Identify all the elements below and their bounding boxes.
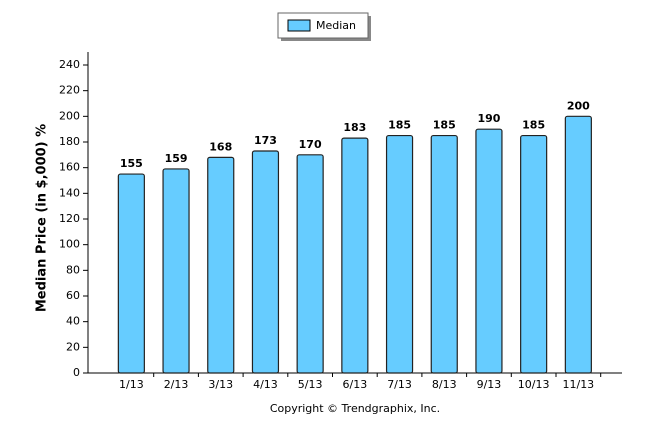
x-tick-label: 5/13 [298, 378, 323, 391]
bar [207, 156, 235, 374]
bar [430, 134, 458, 374]
copyright: Copyright © Trendgraphix, Inc. [270, 402, 440, 415]
data-label: 159 [165, 152, 188, 165]
legend-swatch [287, 19, 311, 32]
x-tick-label: 9/13 [477, 378, 502, 391]
y-tick-label: 160 [59, 161, 80, 174]
data-label: 185 [388, 119, 411, 132]
bar [520, 134, 548, 374]
y-tick-label: 120 [59, 212, 80, 225]
y-tick-label: 240 [59, 58, 80, 71]
x-tick-label: 8/13 [432, 378, 457, 391]
bar [117, 173, 145, 374]
data-label: 168 [209, 140, 232, 153]
y-tick-label: 20 [66, 340, 80, 353]
bar [251, 150, 280, 374]
bar [385, 134, 414, 374]
y-tick-label: 40 [66, 315, 80, 328]
data-label: 185 [522, 119, 545, 132]
y-tick-label: 220 [59, 84, 80, 97]
data-label: 173 [254, 134, 277, 147]
x-tick-label: 3/13 [208, 378, 233, 391]
x-tick-label: 2/13 [164, 378, 189, 391]
bar [564, 115, 592, 374]
data-label: 183 [343, 121, 366, 134]
y-tick-label: 180 [59, 135, 80, 148]
bar [162, 168, 190, 374]
data-label: 170 [299, 138, 322, 151]
y-axis-label: Median Price (in $,000) % [35, 124, 50, 312]
x-tick-label: 4/13 [253, 378, 278, 391]
bar [341, 137, 369, 374]
data-label: 190 [477, 112, 500, 125]
data-label: 185 [433, 119, 456, 132]
x-tick-label: 1/13 [119, 378, 144, 391]
legend-label: Median [316, 19, 356, 32]
x-tick-label: 6/13 [342, 378, 367, 391]
x-tick-label: 7/13 [387, 378, 412, 391]
y-tick-label: 140 [59, 186, 80, 199]
y-tick-label: 80 [66, 263, 80, 276]
bar [475, 128, 503, 374]
data-label: 155 [120, 157, 143, 170]
x-tick-label: 11/13 [562, 378, 594, 391]
y-tick-label: 0 [73, 366, 80, 379]
y-tick-label: 200 [59, 109, 80, 122]
y-tick-label: 100 [59, 238, 80, 251]
data-label: 200 [567, 99, 590, 112]
x-tick-label: 10/13 [518, 378, 550, 391]
y-tick-label: 60 [66, 289, 80, 302]
bar [296, 154, 324, 374]
